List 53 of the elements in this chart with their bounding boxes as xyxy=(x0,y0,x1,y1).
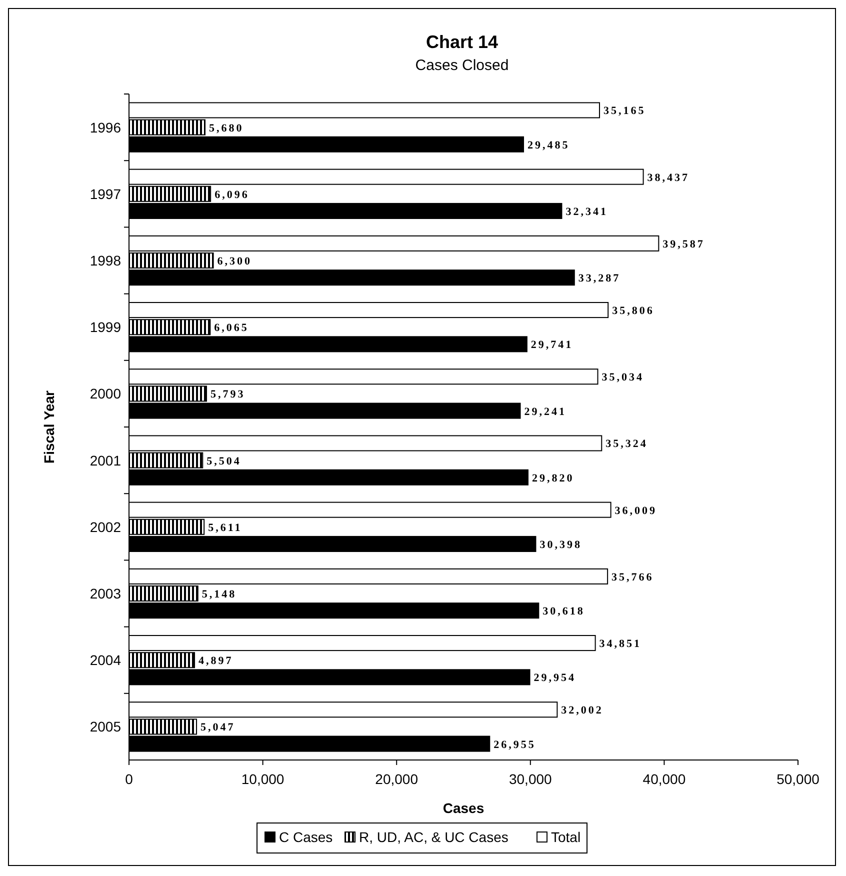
data-label: 5,680 xyxy=(209,122,244,134)
x-tick-label: 20,000 xyxy=(375,771,418,787)
data-label: 5,793 xyxy=(210,388,246,401)
y-tick-label: 2002 xyxy=(90,518,122,535)
data-label: 29,241 xyxy=(524,406,566,418)
x-tick-label: 0 xyxy=(125,771,134,787)
data-label: 35,806 xyxy=(612,305,654,318)
data-label: 35,165 xyxy=(604,105,646,118)
data-label: 6,300 xyxy=(217,256,252,268)
y-tick-label: 1999 xyxy=(90,319,122,336)
x-tick-label: 30,000 xyxy=(508,771,552,787)
data-label: 35,766 xyxy=(612,571,654,584)
data-label: 30,618 xyxy=(542,606,585,618)
legend-label: R, UD, AC, & UC Cases xyxy=(359,829,508,845)
data-label: 36,009 xyxy=(614,504,658,517)
y-tick-label: 1996 xyxy=(90,119,122,136)
y-tick-label: 1998 xyxy=(90,252,122,268)
x-tick-label: 10,000 xyxy=(241,771,284,787)
data-label: 5,504 xyxy=(206,455,242,468)
data-label: 32,341 xyxy=(566,206,608,218)
data-label: 32,002 xyxy=(561,704,604,717)
x-axis-title: Cases xyxy=(442,800,484,816)
data-label: 34,851 xyxy=(599,638,642,650)
chart-title: Chart 14 xyxy=(426,32,498,52)
data-label: 29,485 xyxy=(528,139,570,152)
data-label: 6,096 xyxy=(214,188,250,201)
legend-label: C Cases xyxy=(279,829,333,845)
y-tick-label: 2001 xyxy=(90,452,122,468)
data-label: 4,897 xyxy=(198,655,234,668)
data-label: 29,741 xyxy=(530,339,574,352)
data-label: 29,820 xyxy=(532,472,574,484)
data-label: 5,148 xyxy=(202,588,237,600)
data-label: 29,954 xyxy=(534,672,576,684)
y-axis-title: Fiscal Year xyxy=(41,390,57,464)
data-label: 38,437 xyxy=(647,172,690,184)
data-label: 5,611 xyxy=(208,522,242,534)
x-tick-label: 40,000 xyxy=(642,771,686,787)
data-label: 26,955 xyxy=(494,738,536,751)
x-tick-label: 50,000 xyxy=(776,771,820,787)
data-label: 39,587 xyxy=(662,238,705,250)
y-tick-label: 2004 xyxy=(90,652,122,668)
data-label: 6,065 xyxy=(214,322,249,334)
data-label: 30,398 xyxy=(540,538,582,551)
y-tick-label: 2005 xyxy=(90,718,122,735)
data-label: 33,287 xyxy=(578,272,621,285)
y-tick-label: 1997 xyxy=(90,186,122,202)
data-label: 35,034 xyxy=(602,372,644,384)
data-label: 35,324 xyxy=(606,438,648,450)
legend-label: Total xyxy=(551,829,581,845)
y-tick-label: 2003 xyxy=(90,586,122,602)
chart-subtitle: Cases Closed xyxy=(415,57,509,74)
data-label: 5,047 xyxy=(200,722,236,734)
y-tick-label: 2000 xyxy=(90,386,122,402)
